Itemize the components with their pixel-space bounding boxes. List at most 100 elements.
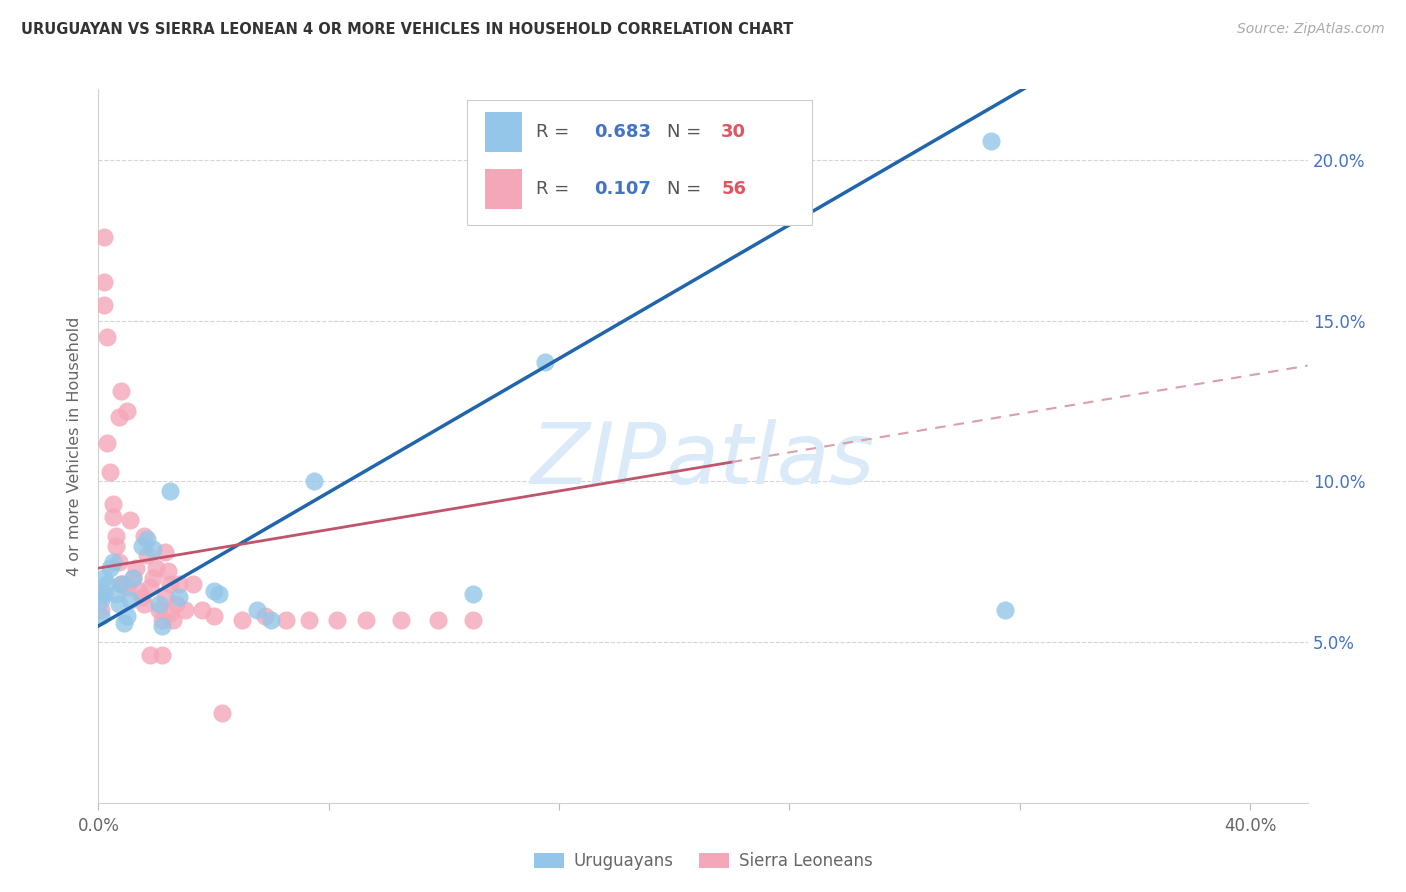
Point: [139, 648, 162, 662]
Point: [110, 384, 132, 399]
Point: [98, 465, 121, 479]
Point: [107, 410, 129, 425]
Point: [112, 577, 135, 591]
Point: [142, 571, 165, 585]
Point: [173, 603, 195, 617]
Point: [98, 561, 121, 575]
Point: [122, 571, 145, 585]
Point: [165, 597, 187, 611]
Point: [120, 513, 142, 527]
Point: [304, 475, 326, 489]
Point: [93, 275, 115, 289]
Point: [150, 613, 173, 627]
Point: [104, 539, 127, 553]
Point: [145, 561, 167, 575]
Point: [231, 613, 253, 627]
Point: [90, 603, 112, 617]
Point: [134, 597, 156, 611]
Point: [354, 613, 377, 627]
Point: [246, 603, 269, 617]
Point: [142, 541, 165, 556]
Point: [211, 706, 233, 720]
Point: [125, 561, 148, 575]
Text: URUGUAYAN VS SIERRA LEONEAN 4 OR MORE VEHICLES IN HOUSEHOLD CORRELATION CHART: URUGUAYAN VS SIERRA LEONEAN 4 OR MORE VE…: [21, 22, 793, 37]
Point: [115, 403, 138, 417]
Point: [90, 609, 112, 624]
FancyBboxPatch shape: [467, 100, 811, 225]
Text: N =: N =: [666, 180, 707, 198]
Point: [202, 609, 225, 624]
Point: [93, 230, 115, 244]
Point: [167, 590, 190, 604]
Text: Source: ZipAtlas.com: Source: ZipAtlas.com: [1237, 22, 1385, 37]
Point: [153, 590, 176, 604]
Point: [134, 529, 156, 543]
Point: [167, 577, 190, 591]
Point: [208, 587, 231, 601]
Point: [93, 571, 115, 585]
Point: [115, 581, 138, 595]
Point: [191, 603, 214, 617]
Point: [128, 583, 150, 598]
Point: [461, 587, 484, 601]
Point: [93, 587, 115, 601]
Point: [131, 590, 153, 604]
Point: [326, 613, 349, 627]
Point: [101, 509, 124, 524]
Point: [136, 549, 159, 563]
Point: [150, 648, 173, 662]
Point: [254, 609, 277, 624]
Point: [159, 606, 181, 620]
Point: [148, 603, 170, 617]
Point: [131, 539, 153, 553]
Point: [90, 587, 112, 601]
Point: [96, 435, 118, 450]
Point: [101, 497, 124, 511]
Point: [274, 613, 297, 627]
FancyBboxPatch shape: [485, 112, 522, 152]
Text: 30: 30: [721, 123, 747, 141]
Point: [153, 545, 176, 559]
Point: [107, 555, 129, 569]
Point: [110, 577, 132, 591]
Point: [120, 593, 142, 607]
Point: [115, 609, 138, 624]
Point: [96, 577, 118, 591]
Point: [104, 529, 127, 543]
FancyBboxPatch shape: [485, 169, 522, 209]
Point: [183, 577, 205, 591]
Text: ZIPatlas: ZIPatlas: [531, 418, 875, 502]
Y-axis label: 4 or more Vehicles in Household: 4 or more Vehicles in Household: [67, 317, 83, 575]
Point: [156, 565, 179, 579]
Point: [93, 297, 115, 311]
Point: [427, 613, 450, 627]
Text: 0.107: 0.107: [595, 180, 651, 198]
Point: [112, 615, 135, 630]
Point: [136, 533, 159, 547]
Point: [994, 603, 1017, 617]
Point: [107, 597, 129, 611]
Point: [162, 613, 184, 627]
Text: R =: R =: [536, 123, 575, 141]
Point: [90, 593, 112, 607]
Point: [122, 571, 145, 585]
Point: [389, 613, 412, 627]
Text: N =: N =: [666, 123, 707, 141]
Point: [110, 577, 132, 591]
Point: [148, 597, 170, 611]
Text: 0.683: 0.683: [595, 123, 651, 141]
Point: [101, 555, 124, 569]
Point: [260, 613, 283, 627]
Point: [159, 483, 181, 498]
Text: R =: R =: [536, 180, 575, 198]
Legend: Uruguayans, Sierra Leoneans: Uruguayans, Sierra Leoneans: [527, 846, 879, 877]
Point: [139, 581, 162, 595]
Point: [202, 583, 225, 598]
Point: [104, 587, 127, 601]
Point: [461, 613, 484, 627]
Point: [159, 577, 181, 591]
Point: [150, 619, 173, 633]
Point: [980, 134, 1002, 148]
Text: 56: 56: [721, 180, 747, 198]
Point: [297, 613, 319, 627]
